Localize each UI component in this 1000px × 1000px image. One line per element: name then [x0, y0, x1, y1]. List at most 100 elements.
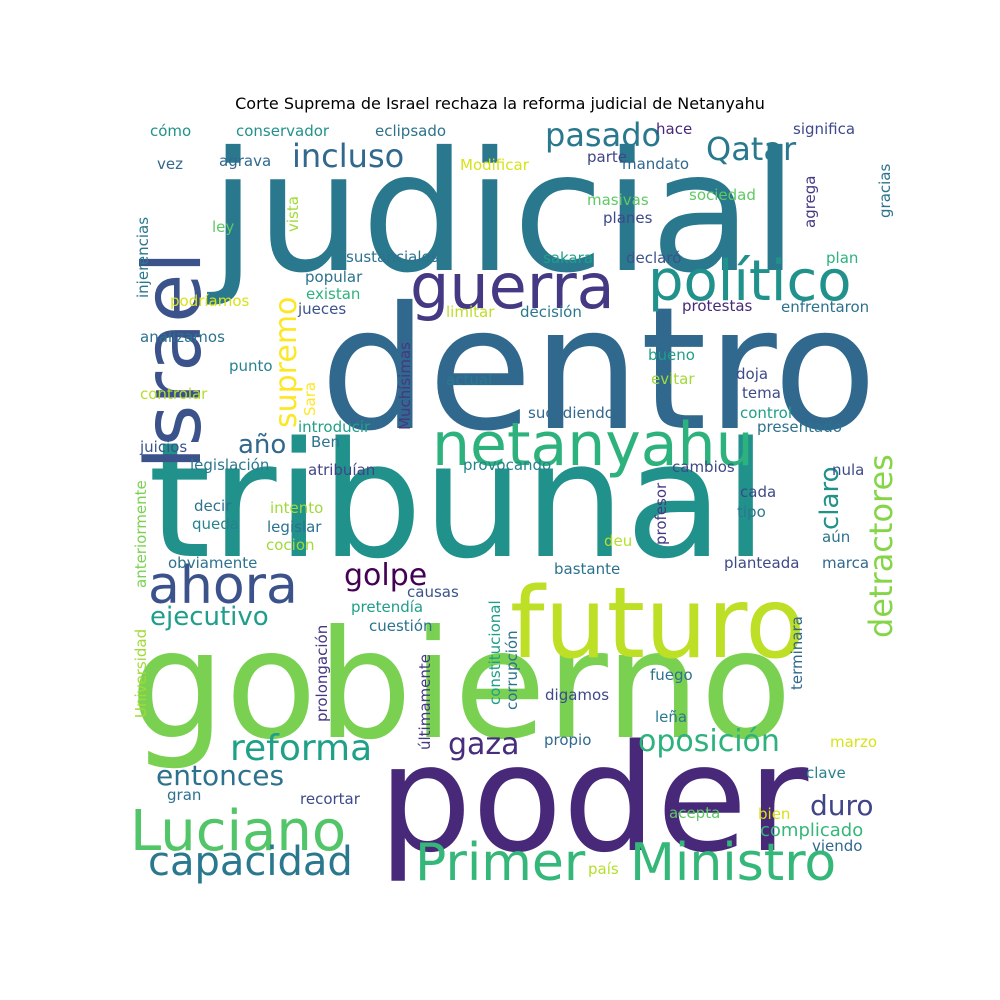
word-97: causas	[407, 583, 459, 601]
word-71: control	[740, 404, 792, 422]
word-20: Qatar	[706, 130, 797, 168]
word-84: intento	[270, 499, 323, 517]
word-53: existan	[306, 285, 360, 303]
word-9: político	[648, 249, 852, 314]
word-89: cocion	[266, 536, 315, 554]
word-29: complicado	[760, 820, 863, 841]
word-73: presentado	[757, 418, 842, 436]
word-27: claro	[815, 467, 845, 530]
word-55: jueces	[297, 300, 346, 318]
word-62: bueno	[648, 346, 695, 364]
word-96: Universidad	[132, 629, 150, 718]
word-61: Muchísimas	[396, 342, 414, 430]
word-79: cambios	[672, 458, 735, 476]
word-35: vez	[157, 155, 183, 173]
word-12: Primer	[415, 833, 586, 893]
word-102: cuestión	[369, 617, 433, 635]
word-5: futuro	[510, 567, 805, 681]
word-52: popular	[305, 268, 363, 286]
word-93: bastante	[554, 560, 620, 578]
word-30: conservador	[236, 122, 330, 140]
word-66: doja	[736, 365, 768, 383]
word-87: legislar	[267, 518, 322, 536]
word-22: gaza	[448, 727, 520, 762]
word-49: sakara	[543, 249, 593, 267]
word-95: marca	[822, 554, 869, 572]
word-112: recortar	[300, 790, 361, 808]
word-39: mandato	[622, 155, 689, 173]
word-81: profesor	[652, 482, 670, 545]
word-114: bien	[758, 805, 790, 823]
word-103: prolongación	[313, 625, 331, 722]
word-3: gobierno	[130, 599, 792, 773]
word-108: propio	[544, 731, 591, 749]
word-92: obviamente	[168, 554, 257, 572]
word-38: parte	[587, 148, 627, 166]
word-33: hace	[656, 120, 692, 138]
word-83: decir	[194, 497, 232, 515]
word-4: poder	[378, 713, 808, 885]
word-54: podríamos	[170, 292, 250, 310]
word-90: deu	[604, 532, 632, 550]
word-59: enfrentaron	[781, 298, 869, 316]
word-31: eclipsado	[375, 122, 446, 140]
word-63: punto	[229, 357, 273, 375]
word-91: aún	[822, 528, 850, 546]
word-11: ahora	[148, 556, 298, 616]
word-10: Luciano	[130, 799, 346, 864]
word-40: gracias	[876, 164, 894, 218]
word-58: protestas	[682, 297, 753, 315]
word-1: dentro	[320, 271, 877, 469]
word-94: planteada	[724, 554, 799, 572]
word-65: evitar	[651, 370, 695, 388]
word-75: Ben	[311, 433, 340, 451]
chart-title: Corte Suprema de Israel rechaza la refor…	[235, 94, 765, 113]
word-69: tema	[742, 384, 781, 402]
word-80: nula	[832, 461, 864, 479]
word-107: leña	[655, 708, 687, 726]
word-14: capacidad	[148, 839, 353, 885]
word-116: país	[588, 860, 619, 878]
word-64: actual	[446, 371, 492, 389]
word-24: duro	[810, 789, 874, 822]
word-78: provocando	[463, 456, 551, 474]
word-15: detractores	[862, 454, 900, 638]
word-56: limitar	[446, 303, 495, 321]
word-82: anteriormente	[132, 480, 150, 588]
word-47: planes	[603, 209, 653, 227]
word-50: declaró	[626, 249, 681, 267]
word-34: significa	[793, 120, 855, 138]
word-44: sociedad	[689, 186, 756, 204]
word-46: ley	[212, 218, 234, 236]
word-110: clave	[806, 764, 846, 782]
word-70: sucediendo	[528, 404, 614, 422]
word-26: ejecutivo	[150, 602, 269, 632]
word-17: reforma	[230, 728, 372, 769]
word-2: tribunal	[148, 407, 768, 594]
word-57: decisión	[520, 303, 582, 321]
word-104: últimamente	[416, 654, 434, 750]
word-100: corrupción	[503, 630, 521, 710]
word-88: tipo	[737, 503, 766, 521]
word-19: pasado	[545, 116, 661, 154]
word-51: plan	[826, 249, 858, 267]
word-99: constitucional	[486, 600, 504, 705]
word-74: juicios	[139, 438, 187, 456]
word-45: agrega	[801, 176, 819, 229]
word-28: año	[238, 430, 286, 460]
word-36: agrava	[219, 152, 271, 170]
word-68: Sara	[301, 382, 319, 416]
word-113: acepta	[669, 804, 720, 822]
word-86: queda	[192, 515, 239, 533]
word-98: pretendía	[351, 598, 423, 616]
word-101: terminara	[788, 616, 806, 690]
word-76: legislación	[190, 456, 269, 474]
word-77: atribuían	[308, 461, 375, 479]
word-109: marzo	[830, 733, 877, 751]
word-60: analizamos	[140, 328, 225, 346]
word-32: cómo	[150, 122, 191, 140]
word-41: injerencias	[134, 217, 152, 298]
word-115: viendo	[812, 837, 862, 855]
